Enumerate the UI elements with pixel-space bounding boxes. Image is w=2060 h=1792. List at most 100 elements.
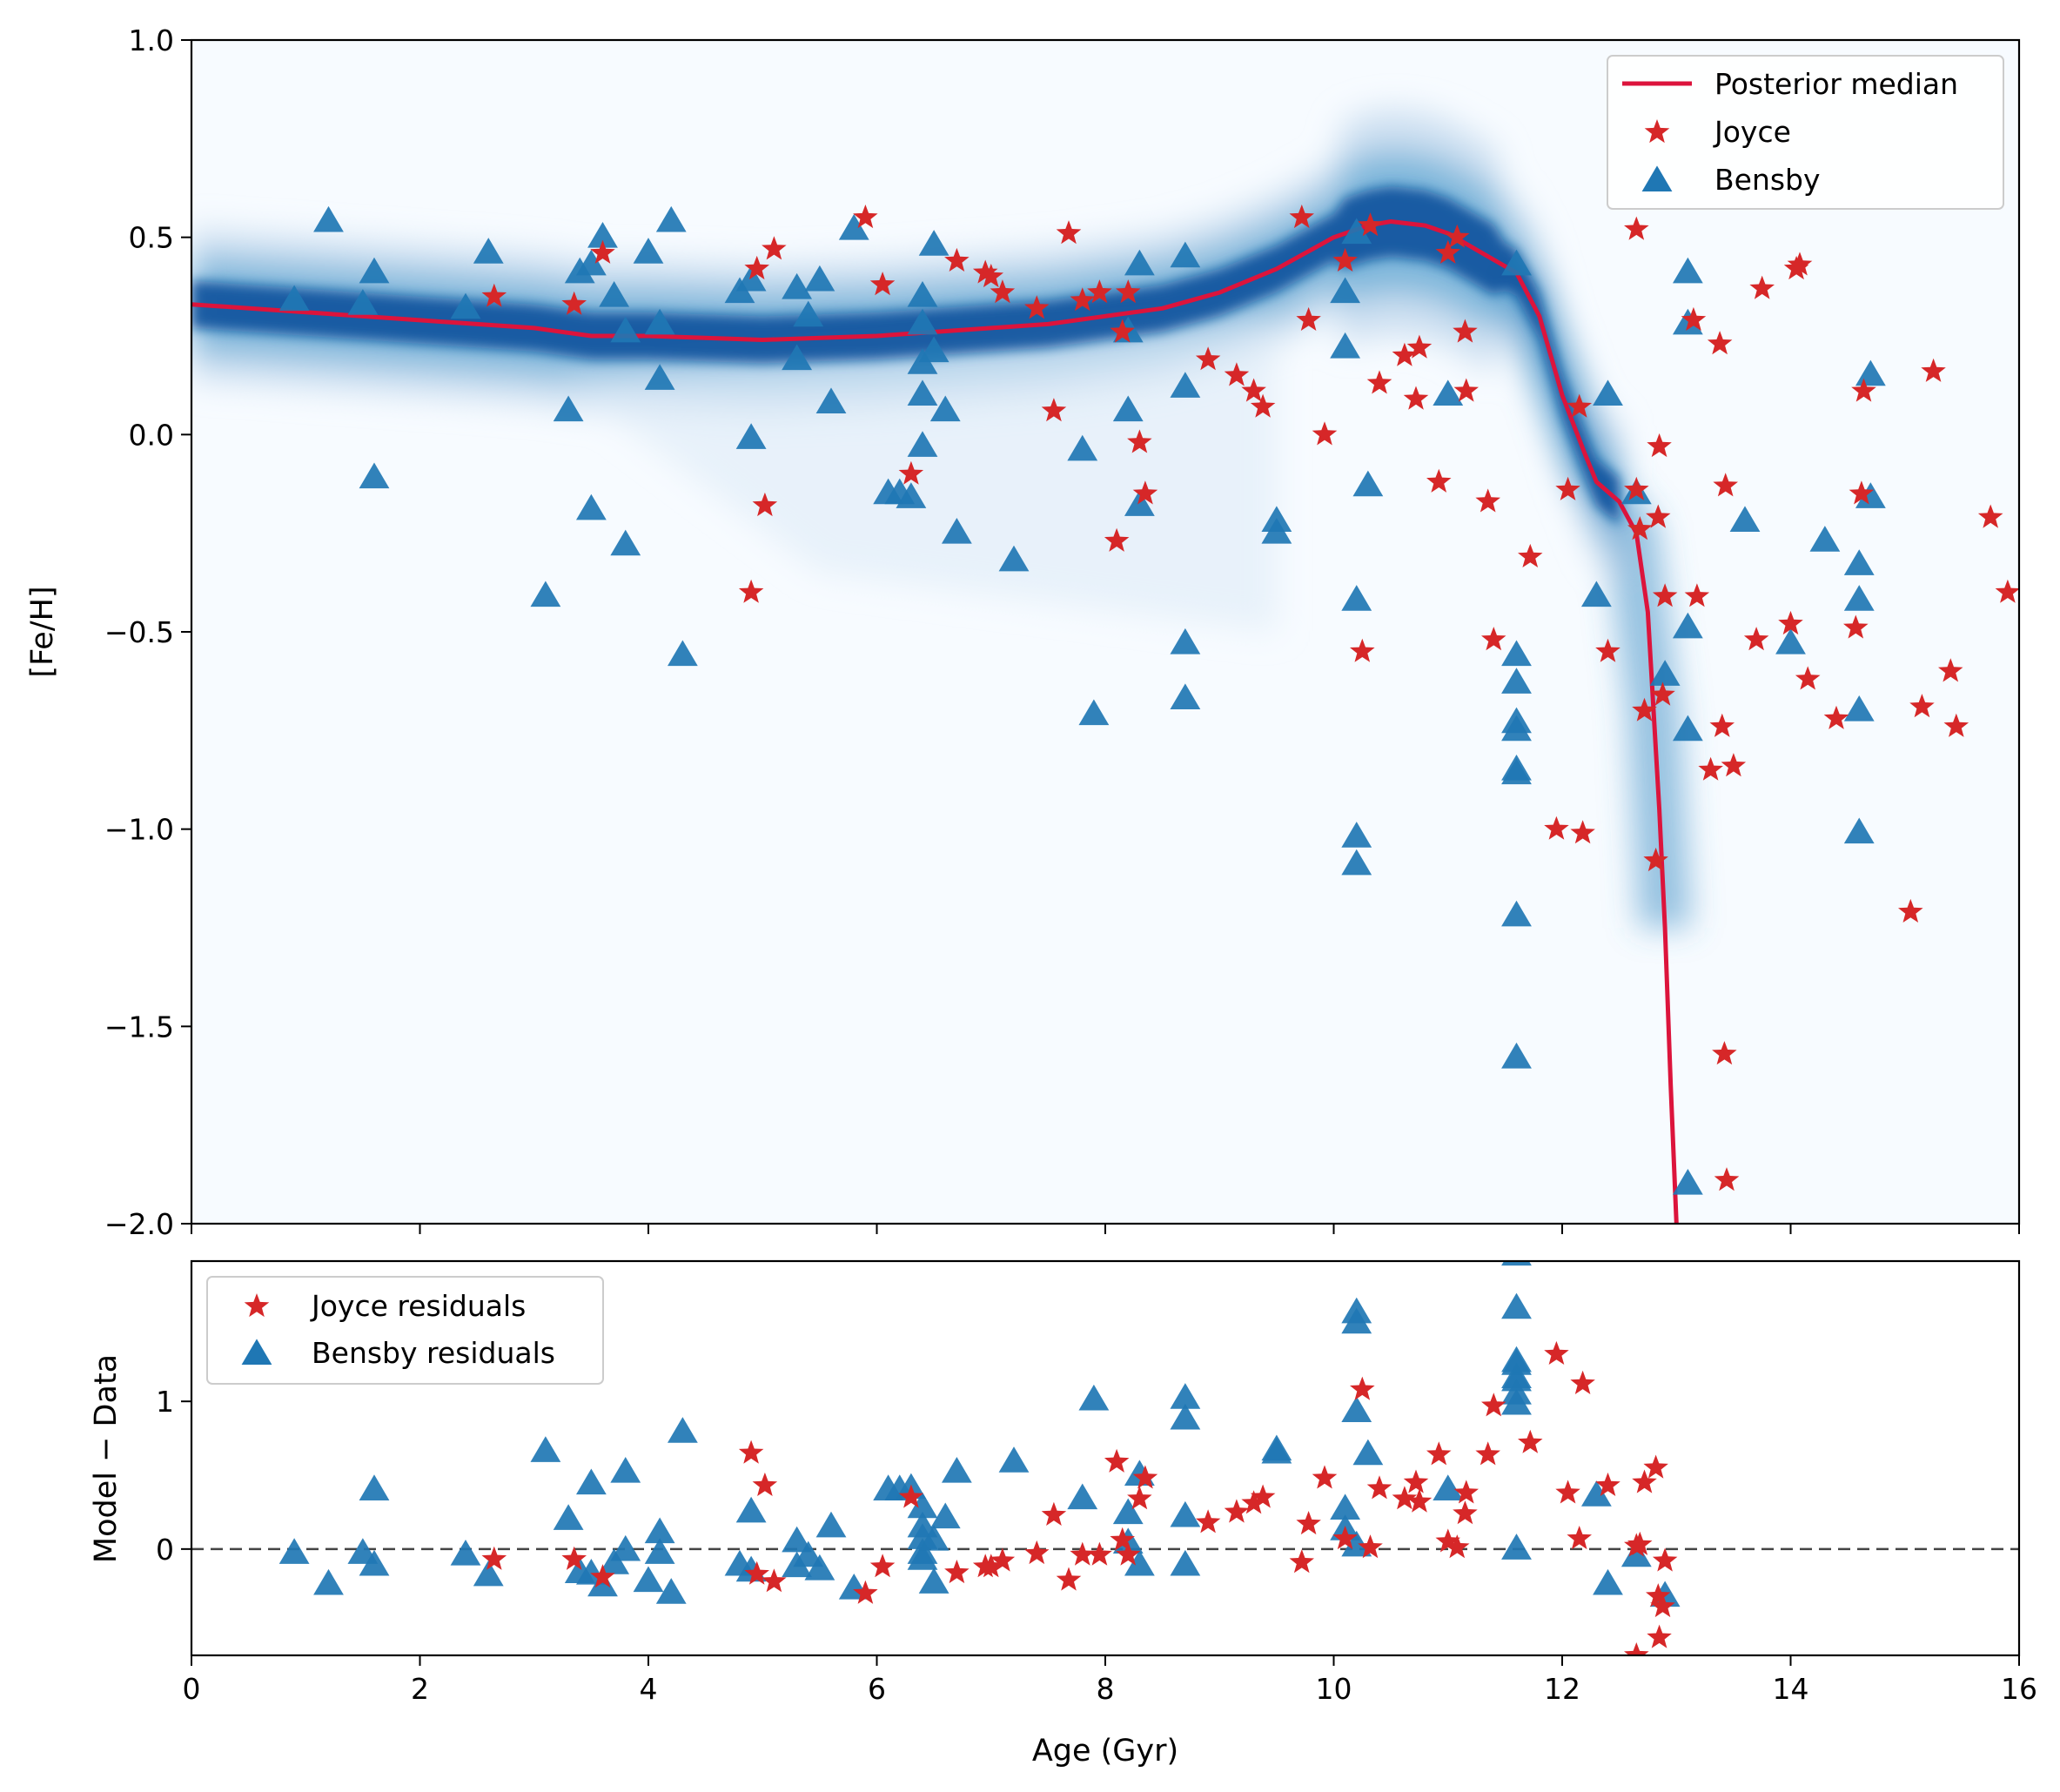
top-bensby-point — [1501, 900, 1532, 927]
bottom-bensby-point — [278, 1538, 310, 1564]
bottom-x-tick-label: 8 — [1097, 1672, 1115, 1706]
bottom-bensby-point — [1341, 1297, 1372, 1324]
top-legend-box — [1607, 55, 2004, 210]
bottom-joyce-point — [1070, 1541, 1095, 1566]
bottom-bensby-point — [735, 1496, 767, 1523]
top-bensby-point — [1341, 849, 1372, 876]
top-bensby-point — [1067, 434, 1098, 461]
top-joyce-point — [1110, 319, 1135, 343]
top-joyce-point — [1127, 429, 1152, 453]
top-bensby-point — [644, 308, 675, 335]
bottom-joyce-point — [1426, 1441, 1452, 1466]
bottom-joyce-point — [481, 1546, 507, 1570]
bottom-joyce-point — [752, 1472, 778, 1496]
bottom-joyce-point — [1041, 1501, 1067, 1526]
top-bensby-point — [838, 213, 869, 240]
bottom-joyce-point — [1453, 1500, 1478, 1525]
bottom-bensby-point — [815, 1511, 847, 1538]
top-joyce-point — [1647, 433, 1672, 458]
bottom-bensby-point — [610, 1534, 641, 1561]
top-joyce-point — [1518, 543, 1543, 567]
top-bensby-point — [359, 462, 390, 489]
top-bensby-point — [473, 238, 504, 264]
bottom-joyce-point — [1647, 1624, 1672, 1648]
bottom-bensby-point — [450, 1539, 481, 1566]
bottom-joyce-point — [1110, 1527, 1135, 1551]
bottom-joyce-point — [1481, 1393, 1506, 1417]
top-joyce-point — [1995, 579, 2019, 603]
legend-bensby-triangle-icon — [1641, 165, 1673, 191]
bottom-axis-ticks: 100 2 4 6 8 10 12 14 16 — [156, 1385, 2037, 1706]
top-joyce-point — [978, 264, 1003, 288]
top-joyce-point — [1453, 378, 1479, 402]
bottom-bensby-point — [918, 1567, 949, 1594]
top-joyce-point — [1406, 334, 1433, 359]
top-bensby-point — [907, 308, 938, 335]
bottom-joyce-point — [1366, 1475, 1392, 1500]
bottom-joyce-point — [1312, 1465, 1338, 1489]
top-joyce-point — [1453, 319, 1478, 343]
top-bensby-point — [804, 265, 835, 292]
top-bensby-point — [450, 292, 481, 319]
top-bensby-point — [359, 257, 390, 284]
top-axis-ticks: 1.0 0.5 0.0 −0.5 −1.0 −1.5 −2.0 — [104, 23, 2020, 1241]
top-joyce-point — [1787, 252, 1813, 276]
top-bensby-point — [1672, 612, 1703, 639]
bottom-x-tick-label: 14 — [1773, 1672, 1809, 1706]
bottom-bensby-point — [1067, 1483, 1098, 1510]
top-joyce-point — [1116, 279, 1141, 304]
top-joyce-point — [1024, 295, 1050, 319]
top-bensby-point — [918, 230, 949, 256]
legend-joyce-residuals-star-icon — [244, 1293, 270, 1318]
bottom-bensby-point — [1580, 1480, 1612, 1507]
top-joyce-point — [1743, 627, 1769, 651]
bottom-joyce-point — [1195, 1509, 1221, 1534]
top-joyce-point — [1909, 694, 1935, 718]
bottom-joyce-point — [1116, 1541, 1141, 1566]
legend-bensby-label: Bensby — [1714, 163, 1821, 197]
top-joyce-point — [1624, 476, 1649, 500]
top-bensby-point — [735, 265, 767, 292]
top-y-tick-label: 0.0 — [129, 418, 174, 452]
bottom-bensby-point — [1170, 1403, 1201, 1430]
top-joyce-point — [1778, 610, 1803, 635]
top-joyce-point — [1921, 358, 1946, 382]
bottom-bensby-point — [587, 1570, 618, 1597]
bottom-joyce-point — [590, 1564, 615, 1588]
bottom-joyce-point — [762, 1568, 787, 1593]
top-bensby-point — [1078, 699, 1110, 726]
bottom-bensby-point — [667, 1417, 698, 1443]
top-joyce-point — [1132, 480, 1158, 505]
top-joyce-point — [1475, 488, 1500, 513]
bottom-joyce-point — [1024, 1540, 1050, 1565]
top-data-points — [278, 205, 2019, 1195]
top-bensby-point — [1580, 581, 1612, 607]
top-bensby-point — [1855, 482, 1886, 508]
posterior-median-layer — [191, 219, 1679, 1224]
top-bensby-point — [896, 482, 927, 508]
bottom-joyce-point — [1570, 1370, 1595, 1394]
top-joyce-point — [1056, 220, 1082, 245]
bottom-bensby-residuals-series — [278, 1261, 1681, 1607]
top-joyce-point — [1041, 398, 1067, 422]
bottom-joyce-point — [1567, 1526, 1592, 1550]
top-joyce-point — [1445, 224, 1470, 248]
top-bensby-point — [1352, 470, 1384, 497]
bottom-legend-box — [206, 1276, 604, 1385]
bottom-bensby-point — [1078, 1384, 1110, 1411]
bottom-joyce-point — [1104, 1448, 1130, 1473]
top-joyce-point — [1435, 239, 1460, 264]
bottom-bensby-point — [1170, 1549, 1201, 1576]
bottom-joyce-point — [1332, 1526, 1358, 1550]
top-bensby-point — [782, 272, 813, 299]
top-joyce-point — [1087, 279, 1112, 304]
bottom-bensby-point — [1330, 1493, 1361, 1520]
top-joyce-point — [1977, 504, 2003, 528]
bottom-joyce-point — [738, 1440, 764, 1464]
top-joyce-point — [1332, 247, 1358, 272]
bottom-bensby-point — [998, 1446, 1030, 1473]
top-bensby-point — [1124, 490, 1155, 516]
top-joyce-point — [1898, 898, 1923, 923]
top-bensby-point — [553, 395, 584, 422]
legend-joyce-label: Joyce — [1713, 115, 1791, 149]
